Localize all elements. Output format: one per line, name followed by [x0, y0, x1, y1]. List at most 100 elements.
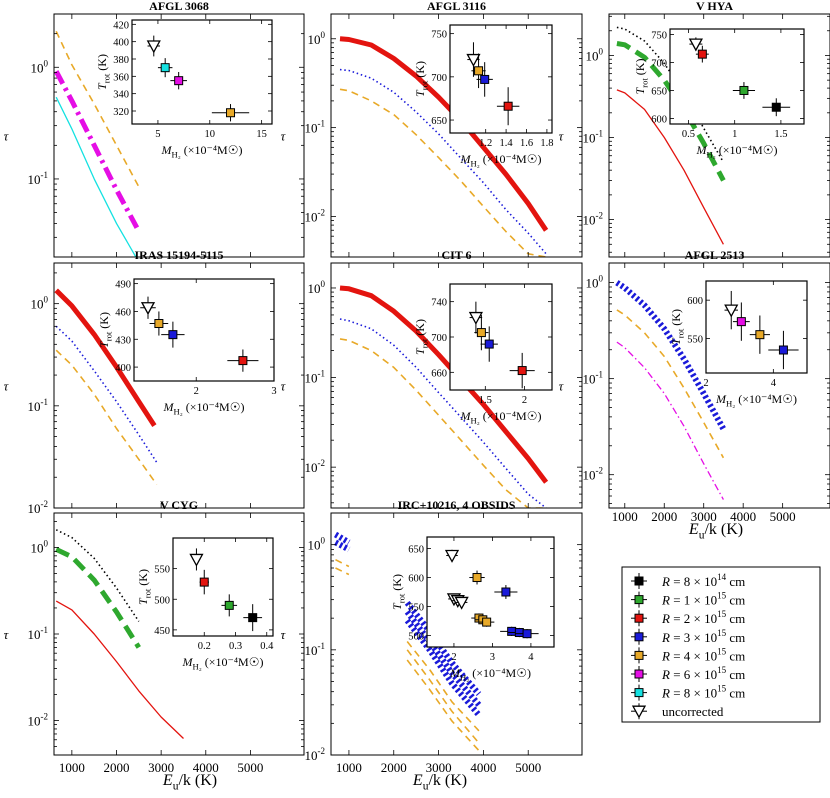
series-line-R8e15 [55, 96, 137, 257]
inset-ylabel: Trot (K) [97, 312, 113, 348]
ytick-exp: 0 [321, 536, 326, 546]
ytick-exp: -2 [318, 207, 326, 217]
inset-marker-triangle [189, 553, 204, 567]
inset-point-R1e15 [221, 594, 238, 617]
series-line-R4e15 [406, 649, 480, 744]
panel6-xtick-label: 1000 [612, 509, 638, 524]
inset-ytick-label: 450 [154, 626, 170, 637]
legend-marker-square [634, 688, 644, 698]
legend-label: R = 4 × 1015 cm [661, 646, 745, 663]
inset-marker-square [507, 626, 517, 636]
ytick-base: 10 [583, 468, 596, 483]
inset-xtick-label: 10 [205, 129, 216, 140]
panel-title: V HYA [696, 0, 733, 13]
panel-frame [608, 13, 830, 258]
inset-xlabel-text: MH₂ (×10⁻⁴M☉) [460, 409, 542, 425]
ytick-base: 10 [583, 213, 596, 228]
series-line-R4e15 [339, 88, 547, 257]
series-line-R2e15 [55, 600, 184, 739]
ytick-label: 10-1 [305, 119, 326, 136]
ytick-exp: -2 [41, 712, 49, 722]
ytick-exp: 0 [599, 46, 604, 56]
inset-marker-square [778, 345, 788, 355]
ytick-exp: -1 [596, 370, 604, 380]
panel-title: CIT 6 [441, 248, 471, 262]
ytick-label: 100 [308, 536, 326, 553]
series-line-R4e15 [55, 30, 140, 188]
xaxis-label-1-text: Eu/k (K) [162, 772, 217, 792]
inset-xlabel-rest: (×10⁻⁴M☉) [480, 409, 542, 423]
legend-exp: 15 [717, 646, 727, 656]
inset-marker-triangle [146, 40, 161, 54]
legend-exp: 15 [717, 665, 727, 675]
series-line-R1e15 [55, 547, 141, 649]
inset-marker-square [476, 328, 486, 338]
inset-marker-square [226, 108, 236, 118]
inset-marker-triangle [468, 311, 483, 325]
inset-point-R8e15 [157, 58, 173, 78]
yaxis-label: τ [4, 379, 10, 394]
inset-ylabel-text: Trot (K) [669, 309, 685, 345]
legend-R: R [661, 574, 670, 589]
legend-unit: cm [726, 611, 745, 626]
legend-eq: = 8 × 10 [670, 686, 717, 701]
ytick-base: 10 [305, 460, 318, 475]
xtick-label: 4000 [193, 760, 219, 775]
ytick-base: 10 [305, 643, 318, 658]
inset-xlabel-rest: (×10⁻⁴M☉) [716, 143, 778, 157]
legend-item: uncorrected [631, 703, 724, 720]
inset-ytick-label: 500 [408, 631, 424, 642]
panel-title: AFGL 3116 [427, 0, 486, 13]
series-line-R4e15 [339, 338, 547, 508]
legend-exp: 14 [717, 572, 727, 582]
legend-marker-square [634, 669, 644, 679]
ytick-exp: 0 [321, 279, 326, 289]
inset-xlabel: MH₂ (×10⁻⁴M☉) [182, 655, 264, 671]
inset-ylabel-rest: (K) [633, 59, 647, 79]
legend-eq: = 3 × 10 [670, 630, 717, 645]
ytick-label: 10-2 [305, 458, 326, 475]
legend-unit: cm [726, 574, 745, 589]
series-line-R2e15 [339, 36, 549, 232]
inset-xlabel-main: M [460, 152, 472, 166]
inset-marker-square [238, 356, 248, 366]
inset-ylabel-sub: rot [142, 588, 152, 598]
legend-exp: 15 [717, 684, 727, 694]
series-group [55, 529, 184, 739]
legend-R: R [661, 667, 670, 682]
panel-frame [53, 262, 305, 509]
series-line-R3e15 [615, 280, 727, 431]
ytick-base: 10 [28, 172, 41, 187]
legend-eq: = 6 × 10 [670, 667, 717, 682]
yaxis-label: τ [559, 129, 565, 144]
ytick-base: 10 [305, 748, 318, 763]
legend-marker-square [634, 613, 644, 623]
ytick-label: 10-2 [583, 466, 604, 483]
inset-ytick-label: 600 [408, 574, 424, 585]
inset-xtick-label: 2 [522, 395, 527, 406]
inset-xtick-label: 1.4 [500, 138, 514, 149]
inset-ylabel-rest: (K) [669, 309, 683, 329]
inset-ytick-label: 700 [431, 73, 447, 84]
inset-xtick-label: 4 [771, 378, 777, 389]
inset-marker-square [522, 629, 532, 639]
inset-ytick-label: 320 [113, 107, 129, 118]
inset-point-R3e15 [768, 330, 799, 370]
inset-ylabel-main: T [633, 86, 647, 94]
inset-point-uncorrected [140, 296, 156, 319]
xaxis-label-3-sub: u [699, 529, 705, 541]
xtick-label: 3000 [148, 760, 174, 775]
inset-ytick-label: 500 [154, 595, 170, 606]
series-group [616, 26, 726, 245]
series-line-R4e15 [335, 567, 350, 576]
inset-point-R8e14 [243, 604, 263, 632]
inset-ytick-label: 400 [113, 38, 129, 49]
ytick-label: 10-1 [583, 129, 604, 146]
inset-frame [449, 24, 553, 134]
ytick-exp: -2 [318, 746, 326, 756]
inset-ylabel-text: Trot (K) [413, 61, 429, 97]
inset-xlabel-sub: H₂ [471, 158, 480, 168]
panel-frame [608, 262, 830, 509]
ytick-label: 10-2 [28, 499, 49, 516]
